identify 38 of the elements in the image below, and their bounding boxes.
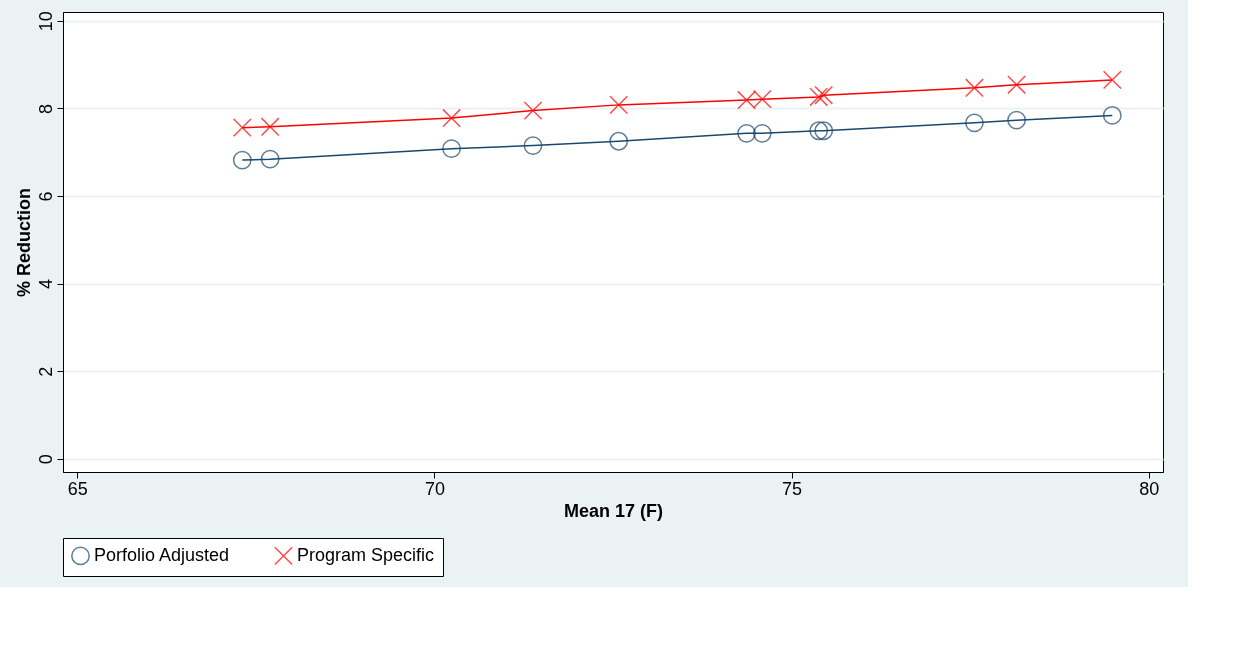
y-tick-label: 4: [35, 279, 56, 290]
point: [1102, 106, 1122, 125]
point: [1007, 75, 1026, 95]
point: [523, 136, 543, 156]
point: [965, 78, 984, 98]
point: [809, 121, 829, 141]
y-tick-label: 8: [35, 103, 56, 114]
point: [809, 87, 829, 107]
point: [814, 85, 834, 105]
x-tick-label: 70: [424, 478, 445, 499]
y-tick-label: 0: [35, 454, 56, 465]
x-axis-title: Mean 17 (F): [563, 500, 664, 521]
x-tick-label: 80: [1139, 478, 1160, 499]
point: [1102, 70, 1122, 90]
y-tick-label: 6: [35, 191, 56, 202]
point: [1007, 110, 1026, 130]
point: [814, 121, 834, 141]
point: [232, 118, 252, 138]
legend-label: Porfolio Adjusted: [94, 544, 230, 565]
point: [737, 123, 756, 143]
x-tick-label: 65: [67, 478, 88, 499]
y-tick-label: 2: [35, 366, 56, 377]
point: [442, 108, 461, 128]
point: [609, 131, 629, 151]
point: [752, 89, 772, 109]
point: [260, 149, 280, 169]
y-tick-label: 10: [35, 11, 56, 32]
point: [965, 113, 984, 133]
point: [260, 117, 280, 137]
point: [752, 123, 772, 143]
point: [523, 101, 543, 120]
x-tick-label: 75: [782, 478, 803, 499]
point: [609, 95, 629, 115]
legend-label: Program Specific: [297, 544, 435, 565]
point: [442, 139, 461, 159]
y-axis-title: % Reduction: [13, 187, 34, 298]
point: [737, 90, 756, 110]
point: [232, 150, 252, 170]
